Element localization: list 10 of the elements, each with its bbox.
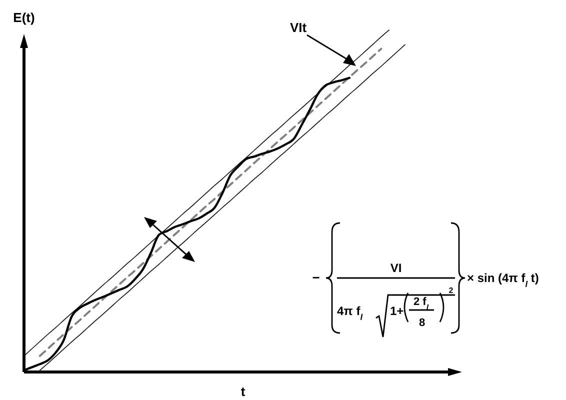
annotation: 1+ [390, 304, 404, 318]
annotation: VIt [290, 20, 308, 35]
annotation: 4π f$_{l}$ [337, 304, 364, 322]
x-axis-title: t [240, 384, 246, 399]
text: × sin (4π f$_{l}$ t) [467, 271, 539, 289]
annotation: − [312, 270, 320, 285]
text: 2 [448, 286, 454, 295]
y-axis-title: E(t) [13, 10, 35, 25]
annotation: VI [390, 261, 402, 275]
text: 8 [418, 317, 426, 329]
